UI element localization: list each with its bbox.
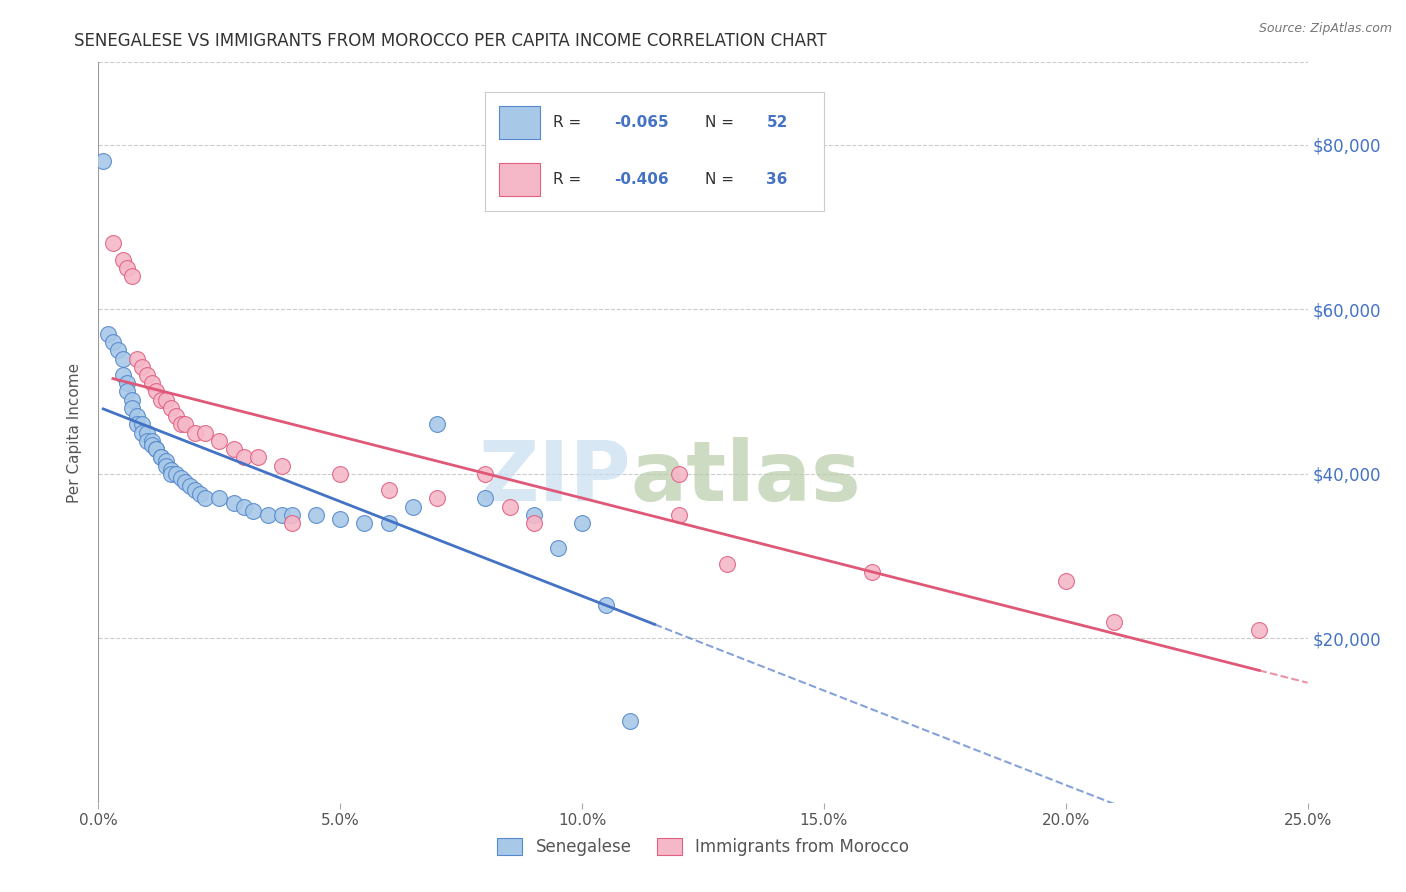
Point bbox=[135, 434, 157, 448]
Text: SENEGALESE VS IMMIGRANTS FROM MOROCCO PER CAPITA INCOME CORRELATION CHART: SENEGALESE VS IMMIGRANTS FROM MOROCCO PE… bbox=[75, 32, 827, 50]
Point bbox=[1102, 615, 1125, 629]
Point bbox=[353, 516, 375, 530]
Point bbox=[184, 425, 207, 440]
Point bbox=[305, 508, 328, 522]
Point bbox=[150, 392, 173, 407]
Point bbox=[860, 566, 883, 580]
Point bbox=[523, 508, 546, 522]
Point bbox=[523, 516, 546, 530]
Point bbox=[188, 487, 211, 501]
Point bbox=[165, 467, 187, 481]
Legend: Senegalese, Immigrants from Morocco: Senegalese, Immigrants from Morocco bbox=[489, 830, 917, 865]
Point bbox=[160, 401, 183, 415]
Point bbox=[426, 491, 449, 506]
Point bbox=[160, 462, 183, 476]
Point bbox=[179, 479, 201, 493]
Point bbox=[571, 516, 593, 530]
Point bbox=[131, 425, 153, 440]
Point bbox=[150, 450, 173, 465]
Point bbox=[117, 384, 139, 399]
Text: atlas: atlas bbox=[630, 436, 862, 517]
Point bbox=[155, 458, 177, 473]
Point bbox=[271, 508, 294, 522]
Point bbox=[247, 450, 270, 465]
Point bbox=[131, 359, 153, 374]
Point bbox=[101, 335, 124, 350]
Text: ZIP: ZIP bbox=[478, 436, 630, 517]
Point bbox=[208, 434, 231, 448]
Point bbox=[194, 425, 217, 440]
Point bbox=[232, 450, 254, 465]
Point bbox=[184, 483, 207, 498]
Point bbox=[668, 467, 690, 481]
Point bbox=[474, 491, 496, 506]
Point bbox=[474, 467, 496, 481]
Point bbox=[169, 417, 191, 432]
Point bbox=[121, 269, 143, 284]
Point bbox=[668, 508, 690, 522]
Point bbox=[160, 467, 183, 481]
Point bbox=[174, 475, 197, 489]
Point bbox=[256, 508, 278, 522]
Point bbox=[150, 450, 173, 465]
Point bbox=[1249, 623, 1271, 637]
Point bbox=[131, 417, 153, 432]
Point bbox=[547, 541, 569, 555]
Point bbox=[97, 326, 120, 341]
Point bbox=[377, 516, 399, 530]
Point bbox=[127, 351, 149, 366]
Point bbox=[595, 599, 617, 613]
Point bbox=[117, 376, 139, 391]
Point bbox=[377, 483, 399, 498]
Point bbox=[165, 409, 187, 424]
Point bbox=[141, 434, 163, 448]
Point bbox=[426, 417, 449, 432]
Text: Source: ZipAtlas.com: Source: ZipAtlas.com bbox=[1258, 22, 1392, 36]
Point bbox=[222, 495, 245, 509]
Point bbox=[155, 454, 177, 468]
Point bbox=[281, 516, 304, 530]
Point bbox=[135, 368, 157, 382]
Point bbox=[121, 392, 143, 407]
Point bbox=[145, 384, 167, 399]
Point bbox=[169, 471, 191, 485]
Point bbox=[232, 500, 254, 514]
Point bbox=[117, 261, 139, 276]
Point bbox=[111, 368, 134, 382]
Point bbox=[194, 491, 217, 506]
Point bbox=[208, 491, 231, 506]
Point bbox=[716, 558, 738, 572]
Point bbox=[111, 252, 134, 267]
Point bbox=[174, 417, 197, 432]
Point bbox=[242, 504, 264, 518]
Point bbox=[281, 508, 304, 522]
Point bbox=[271, 458, 294, 473]
Point bbox=[329, 467, 352, 481]
Y-axis label: Per Capita Income: Per Capita Income bbox=[67, 362, 83, 503]
Point bbox=[141, 438, 163, 452]
Point bbox=[498, 500, 520, 514]
Point bbox=[1054, 574, 1077, 588]
Point bbox=[329, 512, 352, 526]
Point bbox=[402, 500, 425, 514]
Point bbox=[135, 425, 157, 440]
Point bbox=[222, 442, 245, 456]
Point bbox=[91, 154, 114, 169]
Point bbox=[101, 236, 124, 251]
Point bbox=[121, 401, 143, 415]
Point bbox=[145, 442, 167, 456]
Point bbox=[141, 376, 163, 391]
Point bbox=[107, 343, 129, 358]
Point bbox=[619, 714, 641, 728]
Point bbox=[145, 442, 167, 456]
Point bbox=[127, 417, 149, 432]
Point bbox=[111, 351, 134, 366]
Point bbox=[127, 409, 149, 424]
Point bbox=[155, 392, 177, 407]
